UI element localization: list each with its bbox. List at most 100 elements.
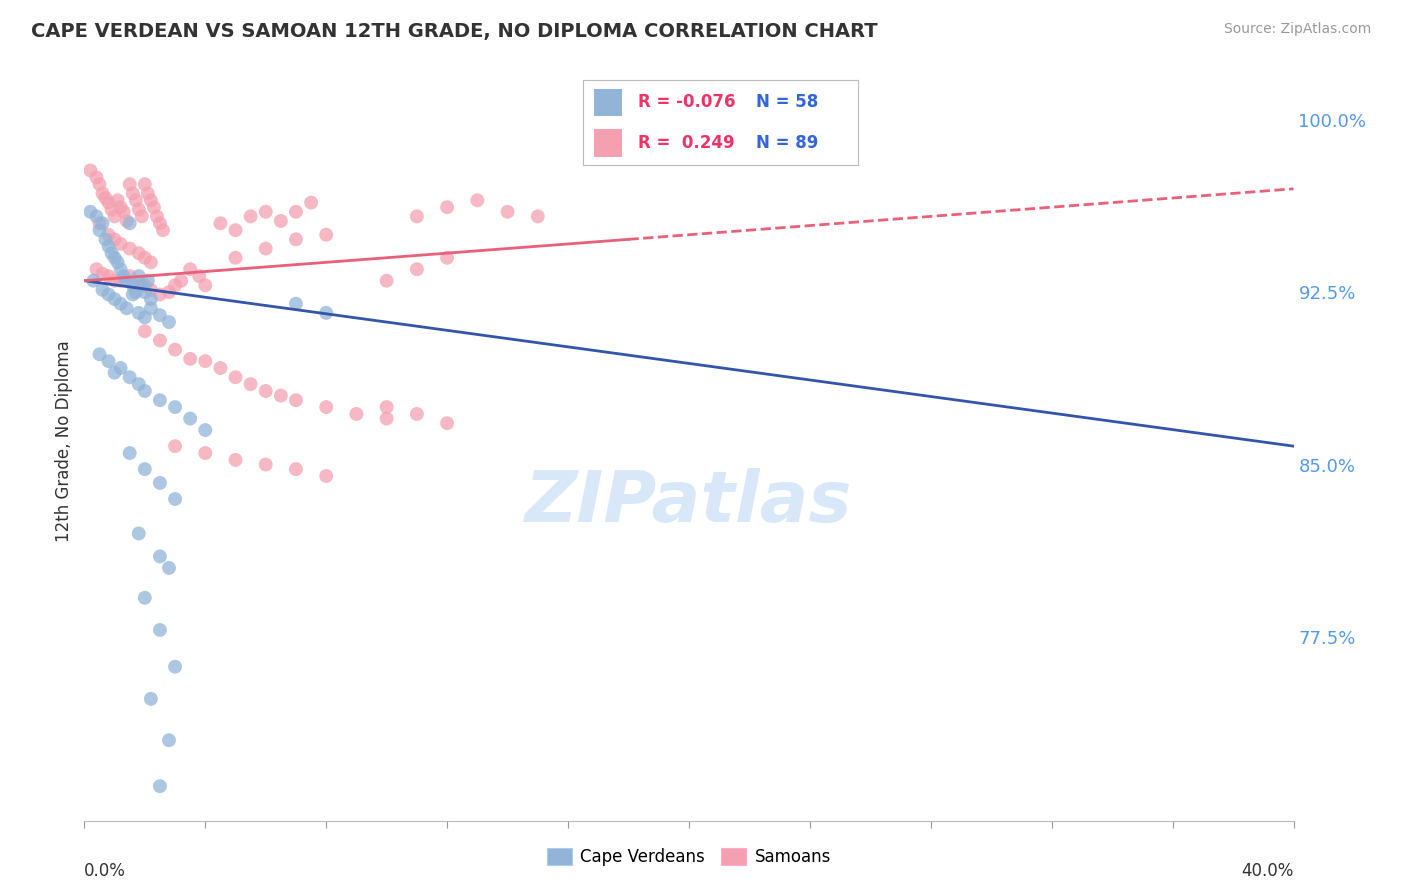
Point (134, 324, 156, 338)
Point (149, 216, 172, 230)
Bar (595, 129, 621, 157)
Point (194, 354, 217, 368)
Point (100, 202, 122, 217)
Point (134, 384, 156, 398)
Point (86, 210, 108, 224)
Point (86, 170, 108, 185)
Point (79, 163, 101, 178)
Point (179, 351, 201, 366)
Point (157, 733, 180, 747)
Point (115, 301, 138, 316)
Point (125, 285, 148, 300)
Point (110, 274, 132, 288)
Point (149, 287, 172, 301)
Point (134, 178, 156, 192)
Point (131, 210, 153, 224)
Point (128, 269, 150, 284)
Point (194, 278, 217, 293)
Point (89, 178, 111, 192)
Point (82, 274, 104, 288)
Point (107, 194, 129, 208)
Point (97, 354, 120, 368)
Point (89, 216, 111, 230)
Point (239, 210, 262, 224)
Point (139, 691, 162, 706)
Point (406, 262, 429, 277)
Point (91, 283, 114, 297)
Point (107, 255, 129, 269)
Point (118, 178, 141, 192)
Point (315, 400, 337, 414)
Point (134, 591, 156, 605)
Point (165, 659, 187, 673)
Point (91, 267, 114, 281)
Point (375, 411, 398, 425)
Point (209, 361, 232, 376)
Point (285, 296, 308, 310)
Point (149, 549, 172, 564)
Point (157, 285, 180, 300)
Point (254, 458, 277, 472)
Point (527, 210, 550, 224)
Point (239, 377, 262, 392)
Point (91, 216, 114, 230)
Point (254, 204, 277, 219)
Point (97, 227, 120, 242)
Text: CAPE VERDEAN VS SAMOAN 12TH GRADE, NO DIPLOMA CORRELATION CHART: CAPE VERDEAN VS SAMOAN 12TH GRADE, NO DI… (31, 22, 877, 41)
Point (299, 195, 322, 210)
Point (165, 278, 187, 293)
Point (315, 306, 337, 320)
Point (118, 269, 141, 284)
Point (104, 292, 127, 306)
Point (79, 204, 101, 219)
Point (97, 239, 120, 253)
Point (375, 274, 398, 288)
Point (97, 287, 120, 301)
Point (179, 262, 201, 277)
Point (97, 195, 120, 210)
Point (118, 216, 141, 230)
Point (270, 214, 292, 228)
Point (467, 194, 489, 208)
Text: ZIPatlas: ZIPatlas (526, 467, 852, 537)
Point (225, 223, 247, 237)
Point (209, 216, 232, 230)
Point (104, 232, 127, 246)
Point (110, 262, 132, 277)
Bar (595, 89, 621, 116)
Point (157, 315, 180, 329)
Point (436, 200, 458, 214)
Point (315, 227, 337, 242)
Point (254, 384, 277, 398)
Text: 40.0%: 40.0% (1241, 862, 1294, 880)
Point (139, 255, 162, 269)
Point (118, 446, 141, 460)
Point (165, 491, 187, 506)
Point (104, 210, 127, 224)
Point (285, 462, 308, 476)
Point (134, 310, 156, 325)
Point (142, 200, 165, 214)
Point (97, 269, 120, 284)
Point (104, 366, 127, 380)
Point (89, 223, 111, 237)
Point (125, 194, 148, 208)
Point (136, 186, 159, 201)
Point (134, 251, 156, 265)
Point (436, 251, 458, 265)
Point (118, 370, 141, 384)
Point (149, 623, 172, 637)
Point (254, 242, 277, 256)
Point (94, 191, 117, 205)
Point (104, 274, 127, 288)
Point (136, 274, 159, 288)
Point (121, 186, 143, 201)
Point (139, 301, 162, 316)
Point (128, 202, 150, 217)
Point (194, 446, 217, 460)
Point (149, 308, 172, 322)
Point (112, 269, 135, 284)
Point (121, 287, 143, 301)
Point (346, 407, 368, 421)
Point (128, 278, 150, 293)
